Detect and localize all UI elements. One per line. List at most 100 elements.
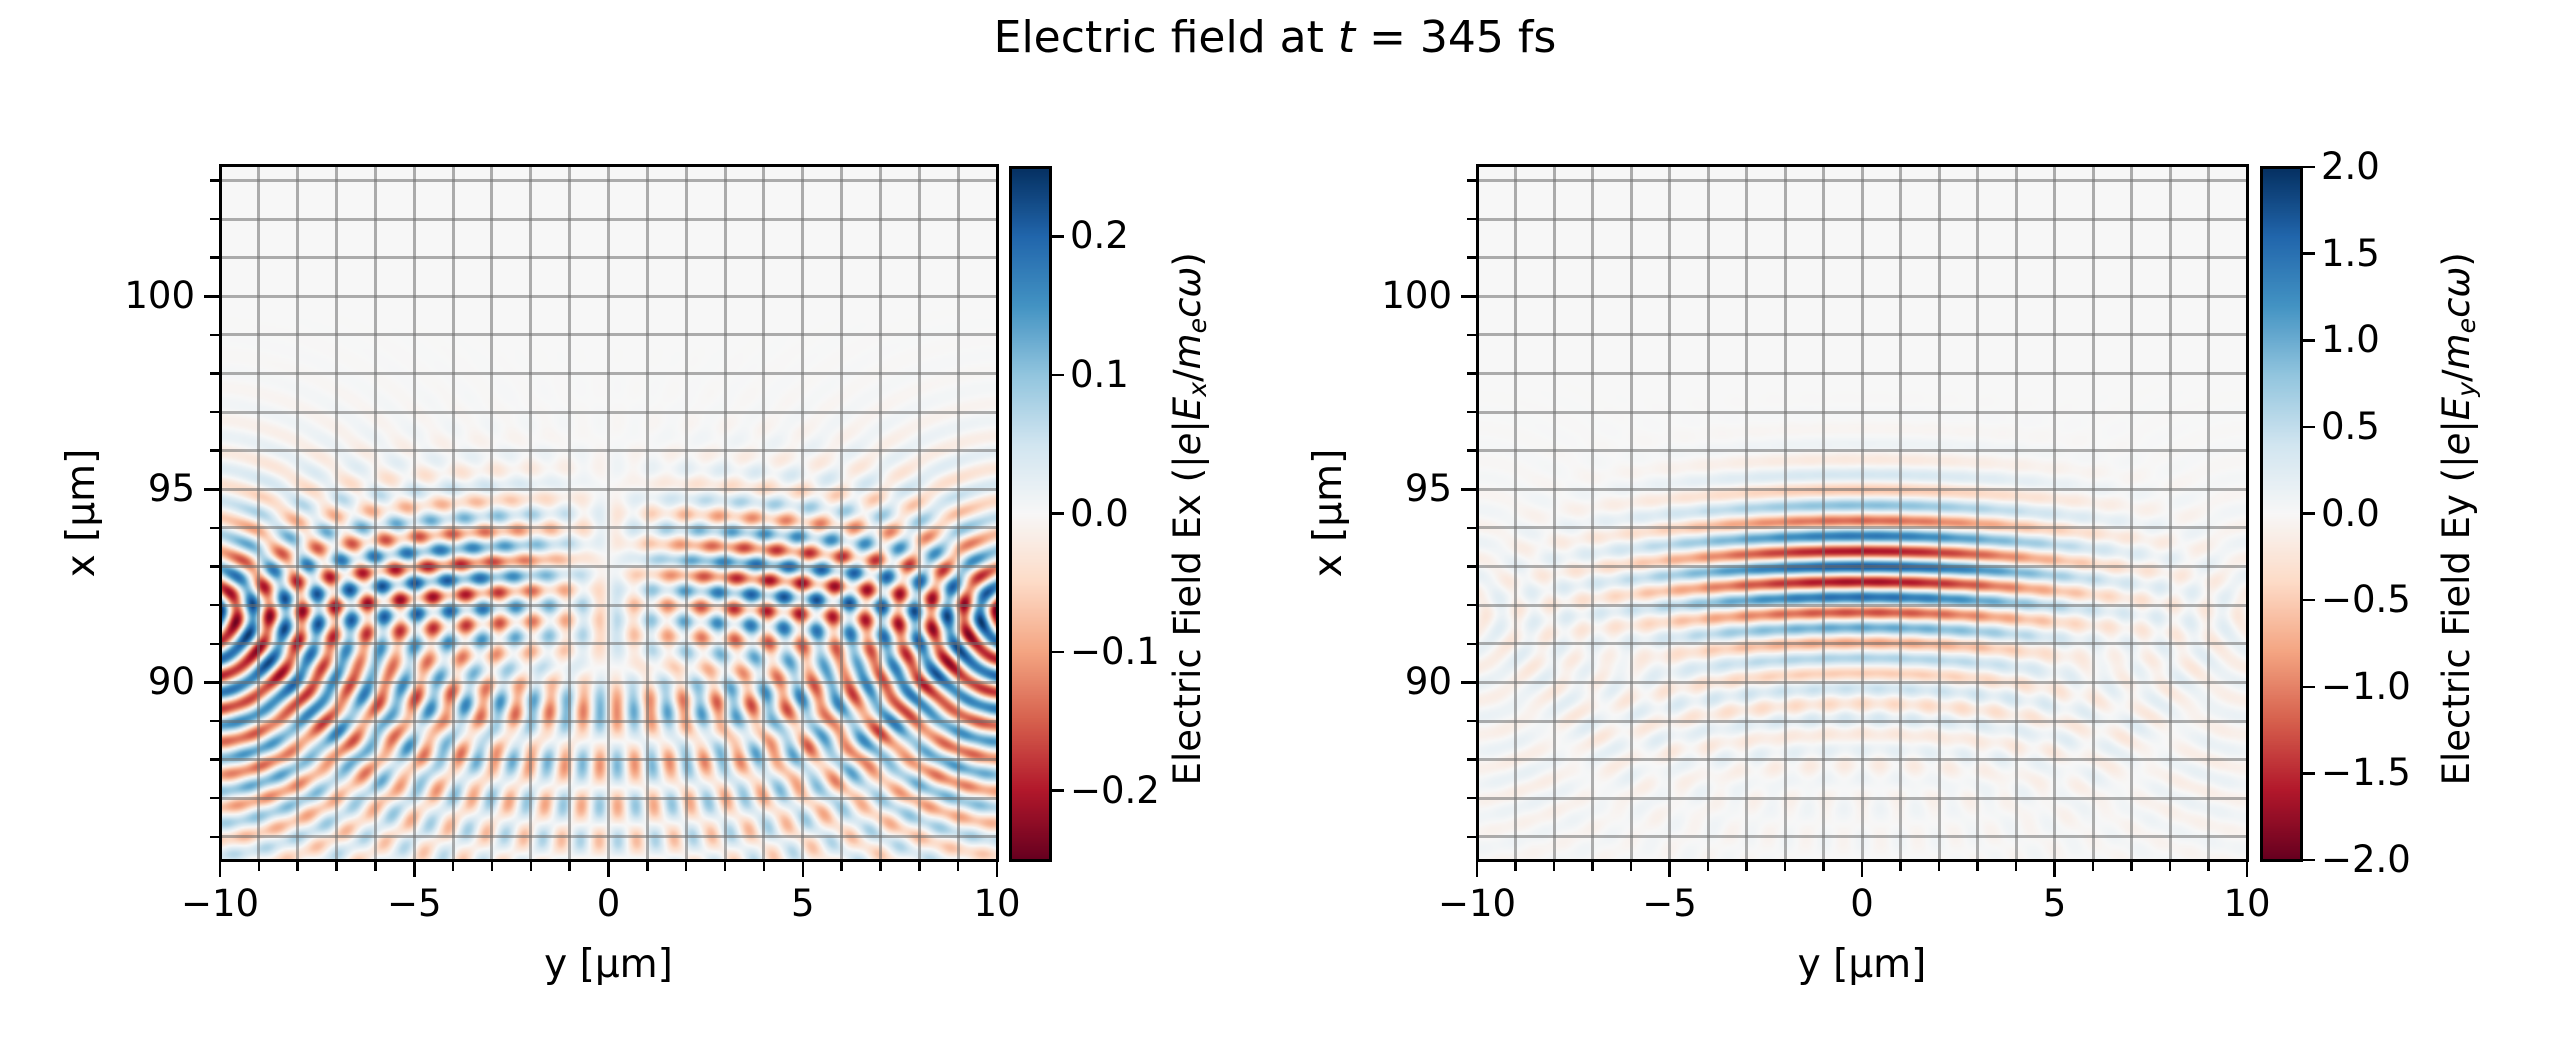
- colorbar-tick-label: 1.5: [2321, 231, 2380, 275]
- label-segment: E: [1166, 396, 1210, 420]
- ey-xaxis-label: y [µm]: [1797, 942, 1927, 987]
- label-segment: ): [2435, 251, 2479, 267]
- x-tick-label: 5: [2042, 882, 2067, 925]
- x-minor-tick: [1822, 861, 1825, 871]
- ey-axes-frame: [1475, 163, 2249, 862]
- x-tick-label: 10: [973, 882, 1021, 925]
- horizontal-gridline: [220, 758, 997, 762]
- vertical-gridline: [1668, 165, 1671, 860]
- y-major-tick: [1460, 295, 1476, 298]
- colorbar-tick-label: −0.1: [1070, 630, 1160, 674]
- ex-colorbar-frame: [1008, 165, 1052, 862]
- horizontal-gridline: [220, 410, 997, 414]
- x-minor-tick: [2130, 861, 2133, 871]
- label-segment: /: [1166, 368, 1210, 382]
- vertical-gridline: [296, 165, 300, 860]
- y-minor-tick: [209, 256, 219, 259]
- vertical-gridline: [684, 165, 688, 860]
- x-major-tick: [1475, 861, 1479, 877]
- x-minor-tick: [257, 861, 261, 871]
- colorbar-tick-label: 0.0: [2321, 491, 2380, 535]
- y-minor-tick: [209, 719, 219, 723]
- x-minor-tick: [1552, 861, 1556, 871]
- horizontal-gridline: [220, 487, 997, 491]
- x-major-tick: [607, 861, 610, 877]
- vertical-gridline: [1552, 165, 1556, 860]
- x-minor-tick: [2207, 861, 2210, 871]
- horizontal-gridline: [220, 796, 997, 800]
- x-tick-label: −10: [180, 882, 260, 925]
- vertical-gridline: [645, 165, 649, 860]
- vertical-gridline: [878, 165, 882, 860]
- y-major-tick: [203, 681, 219, 684]
- horizontal-gridline: [1477, 333, 2247, 337]
- x-tick-label: 0: [1850, 882, 1874, 925]
- y-minor-tick: [209, 179, 219, 182]
- vertical-gridline: [2168, 165, 2172, 860]
- x-minor-tick: [956, 861, 960, 871]
- label-segment: c: [1166, 297, 1210, 318]
- ex-xaxis-label: y [µm]: [544, 942, 673, 987]
- vertical-gridline: [1514, 165, 1517, 860]
- vertical-gridline: [801, 165, 805, 860]
- vertical-gridline: [1591, 165, 1594, 860]
- ex-axes-frame: [218, 163, 999, 862]
- vertical-gridline: [257, 165, 261, 860]
- horizontal-gridline: [220, 603, 997, 607]
- horizontal-gridline: [220, 680, 997, 684]
- x-tick-label: 10: [2223, 882, 2271, 925]
- colorbar-tick-label: −1.5: [2321, 751, 2411, 795]
- horizontal-gridline: [1477, 796, 2247, 800]
- colorbar-tick-label: −0.5: [2321, 578, 2411, 622]
- vertical-gridline: [1629, 165, 1633, 860]
- label-segment: |: [1166, 419, 1210, 433]
- x-minor-tick: [1937, 861, 1941, 871]
- vertical-gridline: [2014, 165, 2018, 860]
- horizontal-gridline: [1477, 294, 2247, 298]
- horizontal-gridline: [1477, 178, 2247, 182]
- x-minor-tick: [568, 861, 571, 871]
- y-minor-tick: [1466, 796, 1476, 800]
- vertical-gridline: [1783, 165, 1787, 860]
- x-tick-label: −5: [1642, 882, 1697, 925]
- x-minor-tick: [2091, 861, 2095, 871]
- y-minor-tick: [1466, 333, 1476, 337]
- vertical-gridline: [490, 165, 494, 860]
- y-minor-tick: [1466, 179, 1476, 182]
- x-minor-tick: [1629, 861, 1633, 871]
- label-segment: e: [1182, 317, 1212, 333]
- y-minor-tick: [209, 565, 219, 568]
- label-segment: ): [1166, 251, 1210, 267]
- y-minor-tick: [209, 333, 219, 337]
- vertical-gridline: [412, 165, 416, 860]
- horizontal-gridline: [1477, 449, 2247, 453]
- x-minor-tick: [646, 861, 649, 871]
- colorbar-tick-label: 2.0: [2321, 145, 2380, 188]
- x-minor-tick: [1514, 861, 1517, 871]
- colorbar-tick: [1051, 789, 1064, 792]
- y-minor-tick: [1466, 449, 1476, 452]
- y-minor-tick: [1466, 372, 1476, 375]
- vertical-gridline: [1899, 165, 1902, 860]
- y-minor-tick: [1466, 603, 1476, 607]
- vertical-gridline: [2053, 165, 2056, 860]
- label-segment: |: [2435, 419, 2479, 433]
- vertical-gridline: [335, 165, 339, 860]
- x-minor-tick: [1706, 861, 1710, 871]
- x-minor-tick: [1591, 861, 1594, 871]
- y-minor-tick: [209, 372, 219, 375]
- vertical-gridline: [373, 165, 377, 860]
- x-minor-tick: [1899, 861, 1902, 871]
- colorbar-tick-label: 0.2: [1070, 214, 1129, 258]
- x-minor-tick: [374, 861, 377, 871]
- label-segment: c: [2435, 297, 2479, 318]
- horizontal-gridline: [220, 835, 997, 839]
- y-minor-tick: [209, 835, 219, 839]
- x-major-tick: [2053, 861, 2056, 877]
- ey-yaxis-label: x [µm]: [1306, 448, 1351, 577]
- horizontal-gridline: [220, 526, 997, 530]
- label-segment: e: [2435, 432, 2479, 455]
- y-minor-tick: [1466, 217, 1476, 221]
- label-segment: Electric Field Ex (|: [1166, 454, 1210, 785]
- y-minor-tick: [209, 526, 219, 530]
